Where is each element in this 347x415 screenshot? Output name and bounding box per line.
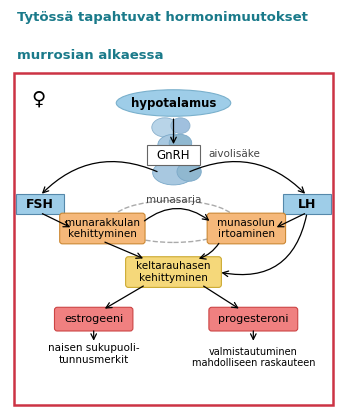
- Text: FSH: FSH: [26, 198, 54, 210]
- Text: keltarauhasen
kehittyminen: keltarauhasen kehittyminen: [136, 261, 211, 283]
- Ellipse shape: [171, 118, 190, 134]
- FancyBboxPatch shape: [14, 73, 333, 405]
- Ellipse shape: [116, 90, 231, 116]
- Text: valmistautuminen
mahdolliseen raskauteen: valmistautuminen mahdolliseen raskauteen: [192, 347, 315, 368]
- Text: munasolun
irtoaminen: munasolun irtoaminen: [218, 218, 275, 239]
- Text: naisen sukupuoli-
tunnusmerkit: naisen sukupuoli- tunnusmerkit: [48, 343, 139, 365]
- Ellipse shape: [158, 134, 189, 155]
- Text: LH: LH: [298, 198, 316, 210]
- FancyBboxPatch shape: [126, 257, 221, 288]
- Ellipse shape: [153, 161, 194, 185]
- Text: murrosian alkaessa: murrosian alkaessa: [17, 49, 164, 61]
- Text: GnRH: GnRH: [157, 149, 190, 162]
- Ellipse shape: [177, 162, 201, 181]
- Ellipse shape: [169, 134, 192, 152]
- FancyBboxPatch shape: [207, 213, 286, 244]
- FancyBboxPatch shape: [283, 194, 331, 214]
- Text: hypotalamus: hypotalamus: [131, 97, 216, 110]
- Text: munarakkulan
kehittyminen: munarakkulan kehittyminen: [65, 218, 140, 239]
- Text: Tytössä tapahtuvat hormonimuutokset: Tytössä tapahtuvat hormonimuutokset: [17, 11, 308, 24]
- Text: ♀: ♀: [31, 90, 45, 109]
- Text: progesteroni: progesteroni: [218, 314, 289, 324]
- Text: aivolisäke: aivolisäke: [208, 149, 260, 159]
- FancyBboxPatch shape: [60, 213, 145, 244]
- FancyBboxPatch shape: [147, 145, 200, 166]
- FancyBboxPatch shape: [209, 307, 298, 331]
- FancyBboxPatch shape: [54, 307, 133, 331]
- Text: munasarja: munasarja: [146, 195, 201, 205]
- Text: estrogeeni: estrogeeni: [64, 314, 123, 324]
- FancyBboxPatch shape: [16, 194, 64, 214]
- Ellipse shape: [152, 118, 178, 137]
